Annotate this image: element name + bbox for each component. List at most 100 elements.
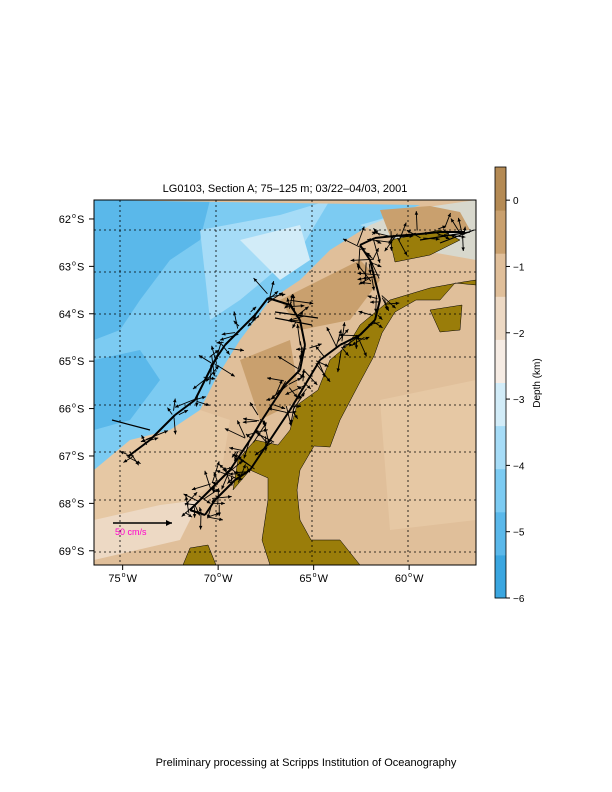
velocity-vector-head	[221, 485, 225, 490]
velocity-vector-head	[277, 356, 282, 360]
lat-hemisphere-label: S	[77, 404, 84, 416]
velocity-vector-head	[299, 352, 304, 357]
velocity-vector-head	[450, 218, 455, 223]
velocity-vector-head	[242, 464, 246, 469]
velocity-vector-head	[406, 230, 411, 234]
velocity-vector-head	[385, 306, 389, 311]
velocity-vector-head	[363, 352, 367, 357]
velocity-vector-head	[262, 420, 267, 425]
velocity-vector-head	[173, 398, 177, 403]
velocity-vector-head	[403, 233, 408, 237]
ship-track-segment	[129, 439, 151, 456]
velocity-vector-head	[192, 385, 197, 390]
velocity-vector-head	[188, 513, 193, 518]
velocity-vector-head	[216, 488, 221, 492]
map-frame	[93, 199, 477, 566]
velocity-vector-head	[286, 297, 290, 302]
scale-arrow-label: 50 cm/s	[115, 527, 147, 537]
velocity-vector-head	[226, 350, 230, 355]
velocity-vector-head	[212, 372, 216, 377]
velocity-vector-head	[349, 343, 353, 347]
velocity-vector-head	[284, 304, 289, 309]
velocity-vector-head	[281, 405, 286, 410]
velocity-vector-head	[216, 340, 221, 345]
velocity-vector-head	[210, 345, 215, 350]
velocity-vector-head	[245, 433, 250, 438]
velocity-vector-head	[315, 346, 320, 350]
ship-track-segment	[239, 314, 256, 331]
velocity-vector-head	[204, 470, 208, 475]
lat-hemisphere-label: S	[77, 356, 84, 368]
velocity-vector-head	[201, 395, 206, 400]
velocity-vector-head	[461, 247, 465, 252]
velocity-vector-head	[361, 226, 365, 231]
velocity-vector-head	[317, 343, 322, 347]
colorbar-tick-label: 0	[513, 196, 519, 207]
velocity-vector-head	[378, 324, 383, 328]
footer-credit: Preliminary processing at Scripps Instit…	[155, 757, 457, 769]
velocity-vector	[254, 441, 273, 456]
velocity-vector-head	[239, 477, 243, 481]
degree-sign: o	[72, 403, 76, 410]
velocity-vector-head	[367, 238, 371, 242]
velocity-vector-head	[198, 507, 203, 512]
velocity-vector-head	[298, 395, 302, 400]
velocity-vector-head	[301, 368, 306, 373]
lon-hemisphere-label: W	[318, 573, 329, 585]
velocity-vector-head	[237, 420, 241, 425]
velocity-vector-head	[195, 402, 199, 407]
map-title: LG0103, Section A; 75–125 m; 03/22–04/03…	[163, 183, 408, 195]
velocity-vector	[214, 363, 235, 377]
velocity-vector-head	[231, 453, 236, 458]
velocity-vector-head	[373, 228, 378, 233]
velocity-vector-head	[371, 231, 376, 235]
degree-sign: o	[313, 572, 317, 579]
velocity-vector-head	[390, 235, 395, 239]
velocity-vector-head	[293, 393, 298, 398]
colorbar-tick-label: −4	[513, 461, 525, 472]
lon-tick-label: 70	[204, 573, 216, 585]
velocity-vector-head	[229, 446, 234, 451]
lon-tick-label: 60	[395, 573, 407, 585]
velocity-vector-head	[274, 291, 279, 295]
ship-track-segment	[369, 259, 376, 281]
velocity-vector-head	[345, 351, 349, 356]
velocity-vector-head	[357, 277, 362, 281]
longitude-axis: 75 o W 70 o W 65 o W 60 o W	[108, 565, 424, 585]
velocity-vector-head	[234, 457, 238, 462]
ship-track-segment	[269, 409, 291, 441]
ship-track-segment	[267, 297, 291, 306]
velocity-vector	[342, 238, 364, 250]
velocity-vector-head	[229, 481, 234, 486]
velocity-vector-head	[219, 517, 223, 521]
degree-sign: o	[217, 572, 221, 579]
velocity-vector	[224, 428, 246, 439]
antarctic-peninsula-land	[232, 279, 476, 565]
velocity-vector-head	[457, 217, 461, 222]
island-land-east	[429, 304, 463, 333]
velocity-vector	[326, 326, 338, 348]
velocity-vector-head	[254, 451, 259, 456]
velocity-vector-head	[365, 336, 370, 341]
velocity-vector-head	[297, 404, 301, 409]
velocity-vector-head	[252, 306, 257, 311]
ship-track-segment	[249, 439, 271, 471]
velocity-vector	[373, 240, 381, 264]
colorbar-tick-label: −2	[513, 329, 525, 340]
velocity-vector-head	[216, 470, 221, 474]
velocity-vector-head	[422, 231, 427, 236]
velocity-vector-head	[250, 402, 254, 407]
velocity-vector-head	[313, 381, 318, 385]
velocity-vector-head	[296, 347, 300, 351]
velocity-vector-head	[395, 301, 400, 306]
colorbar-band	[495, 382, 506, 427]
velocity-vector-head	[240, 348, 244, 352]
velocity-vector-head	[338, 329, 342, 334]
velocity-vector-head	[350, 258, 355, 263]
colorbar-band	[495, 167, 506, 211]
velocity-vector-head	[326, 377, 331, 382]
ship-track-segment	[289, 384, 306, 411]
degree-sign: o	[72, 308, 76, 315]
velocity-vector	[274, 311, 319, 319]
velocity-vector-head	[324, 363, 329, 367]
